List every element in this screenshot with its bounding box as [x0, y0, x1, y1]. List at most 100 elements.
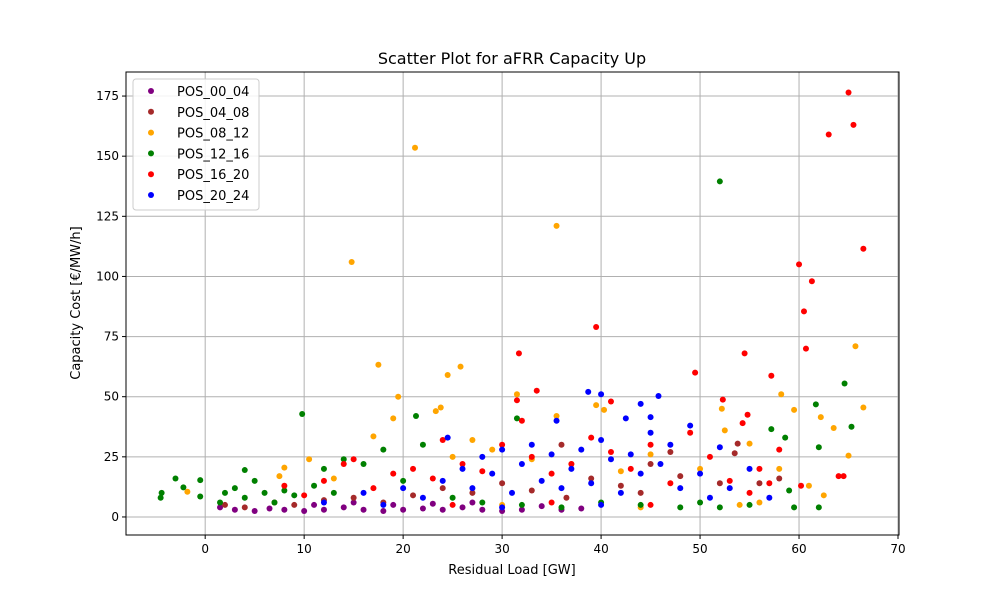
data-point-pos-08-12: [736, 501, 743, 508]
data-point-pos-08-12: [718, 405, 725, 412]
y-tick-label: 100: [96, 269, 119, 283]
y-tick-label: 175: [96, 89, 119, 103]
data-point-pos-20-24: [588, 480, 595, 487]
data-point-pos-20-24: [766, 494, 773, 501]
data-point-pos-16-20: [719, 396, 726, 403]
data-point-pos-16-20: [479, 468, 486, 475]
data-point-pos-04-08: [734, 440, 741, 447]
data-point-pos-08-12: [395, 393, 402, 400]
data-point-pos-08-12: [184, 488, 191, 495]
data-point-pos-08-12: [281, 464, 288, 471]
data-point-pos-08-12: [830, 424, 837, 431]
x-tick-label: 10: [297, 542, 312, 556]
x-axis-label: Residual Load [GW]: [448, 563, 575, 578]
data-point-pos-12-16: [291, 492, 298, 499]
data-point-pos-12-16: [299, 411, 306, 418]
data-point-pos-00-04: [518, 506, 525, 513]
y-tick-label: 150: [96, 149, 119, 163]
data-point-pos-12-16: [677, 504, 684, 511]
data-point-pos-04-08: [617, 482, 624, 489]
data-point-pos-08-12: [617, 468, 624, 475]
data-point-pos-16-20: [835, 473, 842, 480]
data-point-pos-12-16: [746, 501, 753, 508]
data-point-pos-16-20: [528, 453, 535, 460]
data-point-pos-16-20: [706, 453, 713, 460]
data-point-pos-08-12: [756, 499, 763, 506]
legend-marker: [148, 88, 154, 94]
data-point-pos-20-24: [518, 461, 525, 468]
data-point-pos-20-24: [439, 477, 446, 484]
legend-label: POS_12_16: [177, 147, 249, 162]
legend-box: [132, 78, 260, 211]
data-point-pos-20-24: [469, 485, 476, 492]
data-point-pos-12-16: [217, 499, 224, 506]
data-point-pos-20-24: [598, 436, 605, 443]
data-point-pos-04-08: [677, 473, 684, 480]
data-point-pos-16-20: [687, 429, 694, 436]
data-point-pos-12-16: [518, 501, 525, 508]
data-point-pos-00-04: [320, 506, 327, 513]
data-point-pos-08-12: [817, 414, 824, 421]
data-point-pos-20-24: [617, 489, 624, 496]
data-point-pos-08-12: [845, 452, 852, 459]
x-tick-label: 0: [201, 542, 209, 556]
data-point-pos-16-20: [647, 441, 654, 448]
data-point-pos-16-20: [533, 387, 540, 394]
data-point-pos-08-12: [330, 475, 337, 482]
grid: [126, 72, 899, 535]
data-point-pos-04-08: [667, 449, 674, 456]
data-point-pos-16-20: [429, 475, 436, 482]
data-point-pos-08-12: [776, 465, 783, 472]
data-point-pos-16-20: [568, 461, 575, 468]
data-point-pos-04-08: [647, 461, 654, 468]
data-point-pos-08-12: [805, 482, 812, 489]
data-point-pos-12-16: [815, 444, 822, 451]
data-point-pos-08-12: [791, 406, 798, 413]
data-point-pos-12-16: [221, 489, 228, 496]
data-point-pos-04-08: [291, 501, 298, 508]
data-point-pos-00-04: [390, 501, 397, 508]
data-point-pos-00-04: [439, 506, 446, 513]
data-point-pos-08-12: [860, 404, 867, 411]
data-point-pos-16-20: [593, 323, 600, 330]
data-point-pos-12-16: [558, 504, 565, 511]
data-point-pos-16-20: [320, 477, 327, 484]
data-point-pos-12-16: [340, 456, 347, 463]
data-point-pos-16-20: [798, 482, 805, 489]
data-point-pos-20-24: [637, 470, 644, 477]
data-point-pos-04-08: [469, 489, 476, 496]
data-point-pos-12-16: [241, 494, 248, 501]
data-point-pos-16-20: [515, 350, 522, 357]
data-point-pos-12-16: [848, 423, 855, 430]
legend-label: POS_08_12: [177, 127, 249, 142]
data-point-pos-20-24: [380, 501, 387, 508]
data-point-pos-04-08: [637, 489, 644, 496]
data-point-pos-16-20: [281, 482, 288, 489]
data-point-pos-16-20: [548, 499, 555, 506]
legend-marker: [148, 171, 154, 178]
data-point-pos-12-16: [637, 501, 644, 508]
data-point-pos-12-16: [697, 499, 704, 506]
data-point-pos-20-24: [444, 434, 451, 441]
data-point-pos-04-08: [410, 492, 417, 499]
x-tick-label: 40: [593, 542, 608, 556]
data-point-pos-12-16: [791, 504, 798, 511]
data-point-pos-20-24: [627, 451, 634, 458]
data-point-pos-00-04: [311, 501, 318, 508]
data-point-pos-12-16: [412, 412, 419, 419]
data-point-pos-16-20: [548, 470, 555, 477]
data-point-pos-20-24: [400, 485, 407, 492]
data-point-pos-16-20: [744, 411, 751, 418]
data-point-pos-16-20: [692, 369, 699, 376]
data-point-pos-16-20: [499, 441, 506, 448]
data-point-pos-08-12: [778, 391, 785, 398]
data-point-pos-16-20: [796, 261, 803, 268]
data-point-pos-08-12: [449, 453, 456, 460]
data-point-pos-16-20: [860, 245, 867, 252]
data-point-pos-20-24: [585, 388, 592, 395]
data-point-pos-20-24: [726, 485, 733, 492]
legend-label: POS_16_20: [177, 168, 249, 183]
y-axis-label: Capacity Cost [€/MW/h]: [69, 226, 84, 379]
data-point-pos-16-20: [627, 465, 634, 472]
